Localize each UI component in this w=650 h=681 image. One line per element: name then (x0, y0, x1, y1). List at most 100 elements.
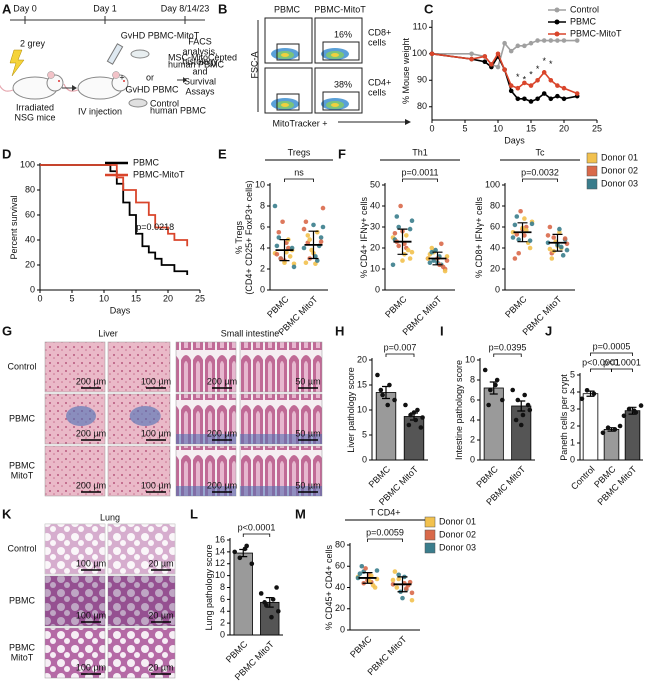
y-tick-label: 20 (490, 263, 500, 273)
dot (318, 235, 324, 240)
dot (409, 218, 415, 223)
y-tick-label: 80 (335, 539, 345, 549)
x-tick-label: PBMC (265, 294, 291, 320)
dot (418, 425, 424, 430)
dot (564, 247, 570, 253)
y-tick-label: 80 (490, 200, 500, 210)
point (482, 59, 488, 65)
bar (233, 552, 253, 636)
x-tick-label: 25 (195, 293, 205, 303)
dot (291, 264, 297, 270)
y-tick-label: 0 (30, 284, 35, 294)
dot (269, 614, 274, 620)
dot (584, 388, 590, 393)
y-axis-label: Paneth cells per crypt (559, 374, 569, 461)
dot (621, 413, 627, 419)
dot (638, 403, 644, 408)
y-tick-label: 8 (260, 200, 265, 210)
chart-title: Tc (536, 147, 546, 157)
y-tick-label: 2 (570, 420, 575, 430)
infiltrate (45, 576, 105, 626)
y-tick-label: 20 (370, 242, 380, 252)
point (515, 96, 521, 102)
y-tick-label: 2 (220, 618, 225, 628)
point (528, 99, 534, 104)
x-tick-label: PBMC (383, 294, 409, 320)
dot (320, 205, 326, 211)
dot (560, 253, 566, 258)
scale-label: 20 µm (148, 610, 173, 620)
row-label: Control (7, 543, 36, 553)
panel-letter: G (2, 323, 12, 338)
survival-curve (40, 164, 189, 247)
dot (488, 387, 493, 393)
comparison-bracket (522, 178, 558, 182)
x-tick-label: 0 (37, 293, 42, 303)
fibrosis (176, 486, 236, 496)
dot (413, 417, 419, 423)
y-axis-label: % Mouse weight (401, 37, 411, 104)
y-tick-label: 50 (370, 179, 380, 189)
histology-image (239, 341, 323, 393)
dot (529, 221, 535, 227)
histology-image (107, 575, 176, 627)
dot (276, 229, 282, 235)
y-tick-label: 80 (25, 184, 35, 194)
dot (494, 377, 500, 383)
panel-letter: M (295, 506, 306, 521)
p-value: p<0.0001 (238, 522, 276, 532)
point (508, 48, 514, 54)
series-line (431, 52, 578, 95)
survival-curve (40, 164, 189, 275)
point (469, 51, 474, 57)
dot (429, 249, 435, 255)
dot (551, 235, 556, 240)
y-tick-label: 10 (255, 179, 265, 189)
group-sub: human PBMC (168, 59, 225, 69)
dot (612, 427, 618, 432)
column-label: PBMC-MitoT (314, 4, 366, 14)
annotation: * (549, 59, 553, 69)
dot (398, 203, 403, 209)
dot (549, 256, 555, 261)
dot (439, 241, 444, 247)
readout-label: analysis, (182, 46, 217, 56)
point (495, 51, 501, 57)
row-label: Control (7, 361, 36, 371)
dot (431, 258, 437, 263)
point (555, 38, 560, 43)
dot (396, 224, 402, 230)
mouse-ear (47, 71, 55, 79)
dot (545, 240, 551, 246)
point (535, 38, 540, 43)
dot (545, 233, 551, 238)
point (555, 93, 560, 99)
panel-letter: E (218, 146, 227, 161)
y-tick-label: 2 (260, 263, 265, 273)
fibrosis (176, 434, 236, 444)
plus: + (119, 72, 124, 82)
day-label: Day 8/14/23 (161, 3, 210, 13)
flow-blob (281, 53, 289, 57)
group-sub: MSC-MitoCepted (168, 52, 237, 62)
point (522, 96, 527, 102)
or-label: or (146, 72, 154, 82)
dot (409, 597, 415, 603)
dot (493, 382, 498, 388)
dot (404, 233, 409, 238)
dot (363, 566, 368, 571)
flow-blob (331, 53, 339, 57)
y-tick-label: 10 (370, 263, 380, 273)
fibrosis (66, 406, 96, 426)
y-tick-label: 4 (470, 414, 475, 424)
dot (378, 387, 384, 393)
bar (375, 392, 397, 461)
y-tick-label: 4 (570, 386, 575, 396)
row-label: PBMC (9, 595, 36, 605)
dot (289, 245, 295, 251)
group-sub: human PBMC (150, 105, 207, 115)
flow-blob (281, 103, 289, 107)
scale-label: 100 µm (76, 662, 106, 672)
arrow-head (183, 77, 187, 83)
dot (392, 231, 398, 236)
